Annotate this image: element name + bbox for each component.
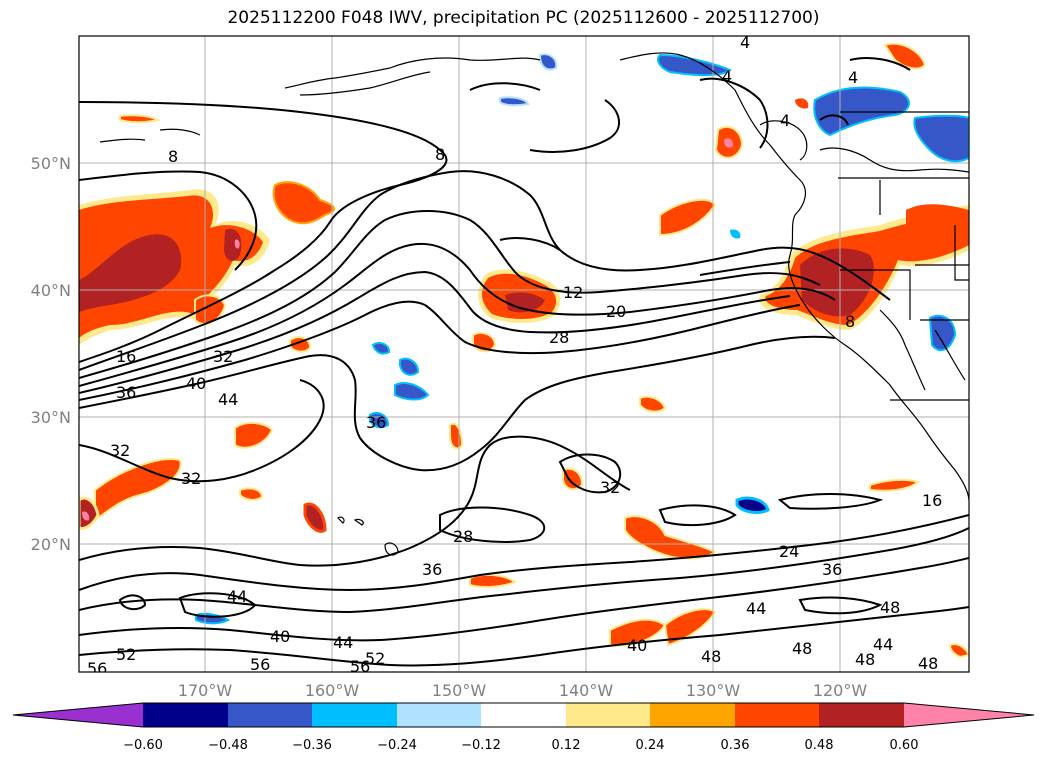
- contour-label: 48: [701, 647, 721, 666]
- contour-label: 4: [780, 111, 790, 130]
- contour-label: 4: [740, 33, 750, 52]
- colorbar-segment: [312, 703, 397, 727]
- plot-frame: [78, 35, 970, 673]
- lat-label: 50°N: [31, 154, 71, 173]
- contour-label: 28: [549, 328, 569, 347]
- contour-label: 44: [227, 587, 247, 606]
- colorbar-segment: [819, 703, 904, 727]
- colorbar-tick-labels: −0.60 −0.48 −0.36 −0.24 −0.12 0.12 0.24 …: [123, 738, 918, 753]
- contour-label: 8: [435, 145, 445, 164]
- contour-label: 44: [333, 633, 353, 652]
- contour-label: 36: [422, 560, 442, 579]
- contour-label: 56: [350, 657, 370, 676]
- colorbar-tick: 0.48: [805, 738, 834, 753]
- contour-label: 40: [270, 627, 290, 646]
- contour-label: 32: [600, 478, 620, 497]
- contour-label: 44: [218, 390, 238, 409]
- contour-label: 48: [855, 650, 875, 669]
- longitude-labels: 170°W 160°W 150°W 140°W 130°W 120°W: [178, 681, 868, 700]
- colorbar-extend-high: [904, 703, 1034, 727]
- lon-label: 140°W: [559, 681, 614, 700]
- colorbar-segment: [735, 703, 819, 727]
- colorbar-segment: [143, 703, 228, 727]
- contour-label: 36: [366, 413, 386, 432]
- contour-label: 36: [822, 560, 842, 579]
- contour-label: 44: [746, 599, 766, 618]
- colorbar-segment: [481, 703, 566, 727]
- grid-lines: [79, 36, 969, 672]
- contour-label: 48: [880, 598, 900, 617]
- lon-label: 150°W: [432, 681, 487, 700]
- contour-label: 4: [848, 68, 858, 87]
- contour-label: 20: [606, 302, 626, 321]
- colorbar-segment: [228, 703, 312, 727]
- contour-label: 52: [116, 645, 136, 664]
- contour-label: 8: [168, 147, 178, 166]
- colorbar-tick: −0.24: [377, 738, 417, 753]
- contour-label: 16: [116, 347, 136, 366]
- contour-label: 8: [845, 312, 855, 331]
- contour-label: 28: [453, 527, 473, 546]
- contour-label: 36: [116, 383, 136, 402]
- lon-label: 130°W: [686, 681, 741, 700]
- contour-label: 56: [87, 659, 107, 678]
- latitude-labels: 50°N 40°N 30°N 20°N: [31, 154, 71, 554]
- colorbar-tick: −0.48: [208, 738, 248, 753]
- contour-label: 24: [779, 542, 799, 561]
- colorbar-tick: 0.24: [636, 738, 665, 753]
- contour-label: 48: [918, 654, 938, 673]
- lat-label: 30°N: [31, 408, 71, 427]
- colorbar-tick: 0.36: [721, 738, 750, 753]
- contour-label: 32: [181, 469, 201, 488]
- lon-label: 170°W: [178, 681, 233, 700]
- colorbar-tick: −0.36: [292, 738, 332, 753]
- lat-label: 40°N: [31, 281, 71, 300]
- colorbar-tick: 0.12: [552, 738, 581, 753]
- contour-label: 48: [792, 639, 812, 658]
- iwv-contours: [79, 57, 969, 667]
- contour-label: 56: [250, 655, 270, 674]
- lon-label: 160°W: [305, 681, 360, 700]
- map-title: 2025112200 F048 IWV, precipitation PC (2…: [227, 8, 820, 28]
- colorbar-extend-low: [13, 703, 143, 727]
- colorbar-tick: −0.60: [123, 738, 163, 753]
- colorbar-segment: [397, 703, 481, 727]
- lon-label: 120°W: [813, 681, 868, 700]
- contour-label: 40: [627, 636, 647, 655]
- lat-label: 20°N: [31, 535, 71, 554]
- contour-label: 32: [213, 347, 233, 366]
- contour-labels: 8 8 4 4 4 4 12 20 28 16 32 40 36 44 36 3…: [87, 33, 942, 678]
- colorbar-tick: 0.60: [890, 738, 919, 753]
- coastlines: [99, 52, 969, 556]
- contour-label: 52: [365, 649, 385, 668]
- contour-label: 4: [722, 67, 732, 86]
- colorbar-segment: [566, 703, 650, 727]
- contour-label: 12: [563, 283, 583, 302]
- contour-label: 44: [873, 635, 893, 654]
- colorbar-segment: [650, 703, 735, 727]
- contour-label: 16: [922, 491, 942, 510]
- contour-label: 32: [110, 441, 130, 460]
- colorbar: −0.60 −0.48 −0.36 −0.24 −0.12 0.12 0.24 …: [12, 702, 1035, 753]
- colorbar-tick: −0.12: [461, 738, 501, 753]
- contour-label: 40: [186, 374, 206, 393]
